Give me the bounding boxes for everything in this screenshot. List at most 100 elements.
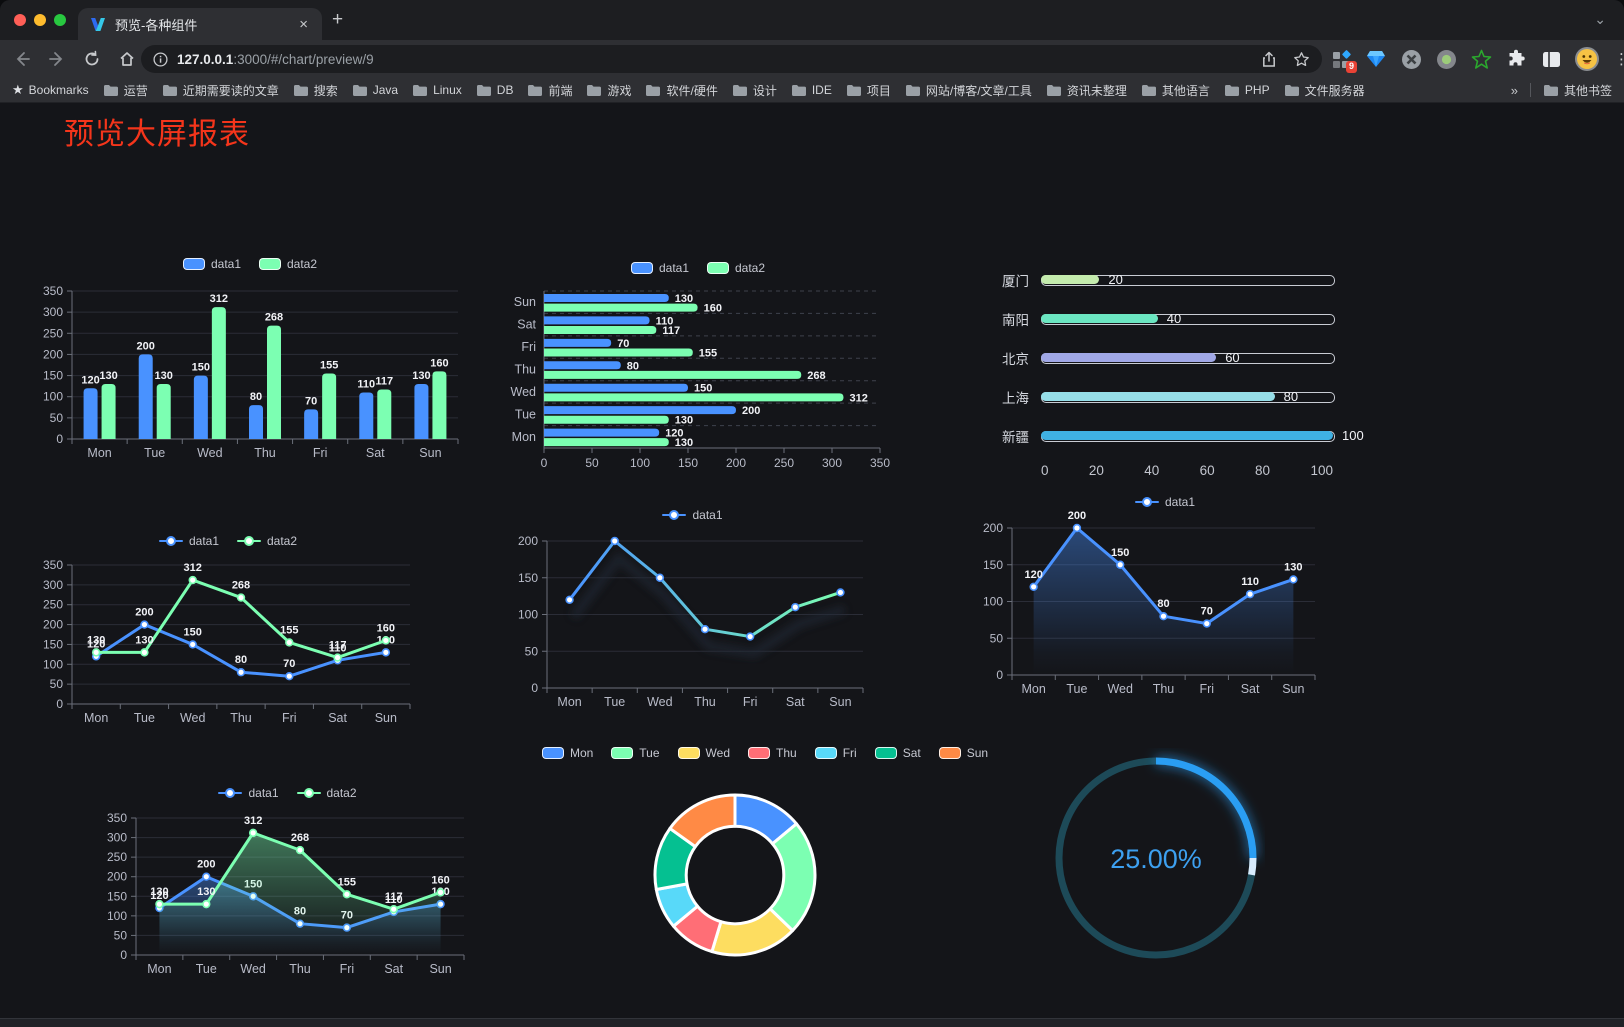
data-point[interactable] bbox=[188, 640, 197, 649]
data-point[interactable] bbox=[236, 593, 246, 602]
back-button[interactable] bbox=[9, 46, 35, 72]
home-button[interactable] bbox=[114, 46, 140, 72]
bookmark-item[interactable]: 运营 bbox=[103, 82, 148, 99]
bar[interactable] bbox=[544, 338, 612, 347]
data-point[interactable] bbox=[389, 905, 398, 914]
data-point[interactable] bbox=[1072, 523, 1082, 533]
data-point[interactable] bbox=[381, 636, 391, 645]
bar[interactable] bbox=[414, 384, 429, 439]
legend-item-Fri[interactable]: Fri bbox=[814, 746, 857, 760]
bookmark-item[interactable]: 游戏 bbox=[586, 82, 631, 99]
bar[interactable] bbox=[138, 354, 153, 439]
profile-avatar[interactable] bbox=[1575, 47, 1599, 71]
bookmark-item[interactable]: Java bbox=[352, 82, 398, 99]
legend-item-data1[interactable]: data1 bbox=[158, 534, 219, 548]
bookmark-item[interactable]: 近期需要读的文章 bbox=[162, 82, 279, 99]
data-point[interactable] bbox=[333, 653, 342, 662]
share-icon[interactable] bbox=[1261, 51, 1277, 68]
bookmark-item[interactable]: 资讯未整理 bbox=[1046, 82, 1127, 99]
bar[interactable] bbox=[544, 361, 621, 370]
bar[interactable] bbox=[544, 438, 669, 447]
chart-line-two-area-svg[interactable]: 0 50 100 150 200 250 300 350 Mon Tue Wed Thu Fri Sat S… bbox=[90, 804, 485, 984]
data-point[interactable] bbox=[285, 638, 294, 647]
data-point[interactable] bbox=[295, 845, 305, 855]
bar[interactable] bbox=[322, 373, 337, 439]
data-point[interactable] bbox=[140, 648, 149, 657]
data-point[interactable] bbox=[342, 890, 352, 899]
bar[interactable] bbox=[544, 326, 657, 335]
chart-line-gradient-svg[interactable]: 0 50 100 150 200 Mon Tue Wed Thu Fri Sat Sun bbox=[495, 525, 890, 715]
legend-item-data1[interactable]: data1 bbox=[218, 786, 279, 800]
bar[interactable] bbox=[193, 375, 208, 439]
bar[interactable] bbox=[156, 384, 171, 439]
extension-circle-cross-icon[interactable] bbox=[1400, 48, 1422, 70]
legend-item-Sun[interactable]: Sun bbox=[938, 746, 988, 760]
minimize-window-button[interactable] bbox=[34, 14, 46, 26]
legend-item-data2[interactable]: data2 bbox=[707, 261, 765, 275]
bar[interactable] bbox=[432, 371, 447, 439]
legend-item-data1[interactable]: data1 bbox=[662, 508, 723, 522]
bar[interactable] bbox=[267, 325, 281, 439]
extension-gem-icon[interactable] bbox=[1365, 48, 1387, 70]
data-point[interactable] bbox=[285, 671, 294, 681]
zoom-window-button[interactable] bbox=[54, 14, 66, 26]
bar[interactable] bbox=[83, 388, 98, 439]
bar[interactable] bbox=[544, 303, 698, 312]
legend-item-Thu[interactable]: Thu bbox=[748, 746, 797, 760]
bookmark-item[interactable]: Linux bbox=[412, 82, 462, 99]
bookmark-item[interactable]: 设计 bbox=[732, 82, 777, 99]
extensions-puzzle-button[interactable] bbox=[1505, 48, 1527, 70]
tab-close-icon[interactable]: × bbox=[299, 15, 308, 33]
legend-item-data1[interactable]: data1 bbox=[182, 257, 241, 271]
bookmark-item[interactable]: 前端 bbox=[527, 82, 572, 99]
bookmark-item[interactable]: PHP bbox=[1224, 82, 1270, 99]
gauge-chart-svg[interactable] bbox=[1050, 748, 1265, 970]
browser-menu-button[interactable]: ⋮ bbox=[1614, 51, 1624, 68]
bookmark-item[interactable]: 其他语言 bbox=[1141, 82, 1210, 99]
data-point[interactable] bbox=[565, 595, 574, 605]
data-point[interactable] bbox=[381, 648, 391, 657]
data-point[interactable] bbox=[1289, 575, 1298, 584]
forward-button[interactable] bbox=[44, 46, 70, 72]
bookmark-item[interactable]: 文件服务器 bbox=[1284, 82, 1365, 99]
bookmarks-manager-item[interactable]: ★ Bookmarks bbox=[12, 82, 89, 98]
bar[interactable] bbox=[211, 307, 226, 439]
bar[interactable] bbox=[544, 316, 650, 325]
progress-track[interactable]: 20 bbox=[1041, 272, 1335, 287]
url-bar[interactable]: 127.0.0.1:3000/#/chart/preview/9 bbox=[141, 45, 1322, 73]
legend-item-Wed[interactable]: Wed bbox=[677, 746, 730, 760]
bookmark-item[interactable]: DB bbox=[476, 82, 513, 99]
data-point[interactable] bbox=[791, 602, 800, 612]
data-point[interactable] bbox=[202, 872, 211, 881]
legend-item-data2[interactable]: data2 bbox=[296, 786, 357, 800]
legend-item-data1[interactable]: data1 bbox=[630, 261, 689, 275]
site-info-icon[interactable] bbox=[153, 51, 168, 67]
bar[interactable] bbox=[544, 370, 802, 379]
data-point[interactable] bbox=[248, 828, 258, 838]
bookmark-overflow-chevron[interactable]: » bbox=[1510, 82, 1518, 98]
data-point[interactable] bbox=[610, 536, 619, 546]
bar[interactable] bbox=[544, 406, 736, 415]
bar[interactable] bbox=[544, 383, 688, 392]
data-point[interactable] bbox=[1029, 582, 1038, 592]
bar[interactable] bbox=[377, 389, 392, 439]
extension-green-star-icon[interactable] bbox=[1470, 48, 1492, 70]
data-point[interactable] bbox=[700, 624, 710, 634]
bar[interactable] bbox=[544, 294, 669, 302]
bar[interactable] bbox=[544, 428, 660, 437]
data-point[interactable] bbox=[236, 668, 246, 677]
bookmark-item[interactable]: 搜索 bbox=[293, 82, 338, 99]
data-point[interactable] bbox=[836, 588, 845, 597]
new-tab-button[interactable]: + bbox=[332, 9, 344, 30]
data-point[interactable] bbox=[1245, 589, 1255, 599]
legend-item-data1[interactable]: data1 bbox=[1134, 495, 1195, 509]
data-point[interactable] bbox=[140, 620, 149, 629]
legend-item-Mon[interactable]: Mon bbox=[541, 746, 593, 760]
bar[interactable] bbox=[544, 348, 693, 357]
legend-item-Sat[interactable]: Sat bbox=[874, 746, 921, 760]
bar-chart-svg[interactable]: 0 50 100 150 200 250 300 350 Mon Tue Wed Thu Fri Sat S… bbox=[30, 275, 470, 485]
bar[interactable] bbox=[304, 409, 319, 439]
donut-chart-svg[interactable] bbox=[545, 772, 985, 1027]
extension-record-icon[interactable] bbox=[1435, 48, 1457, 70]
